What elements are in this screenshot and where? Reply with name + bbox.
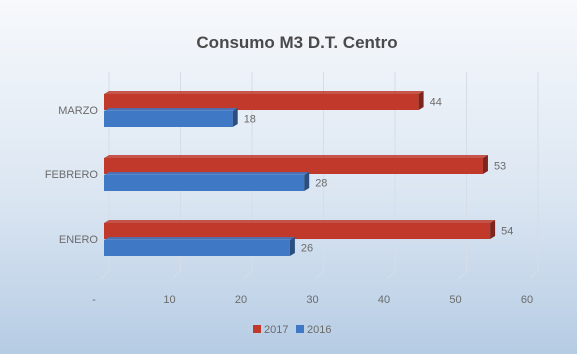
- legend-label: 2016: [307, 324, 331, 336]
- legend-label: 2017: [264, 324, 288, 336]
- bar-top-face: [104, 91, 424, 94]
- category-labels: ENERO FEBRERO MARZO: [45, 105, 99, 246]
- data-label: 44: [430, 97, 442, 109]
- bar-2017-marzo: [104, 94, 419, 110]
- grid-line-floor: [243, 270, 253, 280]
- bar-side-face: [490, 220, 496, 239]
- data-label: 26: [301, 243, 313, 255]
- bar-side-face: [289, 237, 295, 256]
- category-label: MARZO: [58, 105, 98, 117]
- bar-side-face: [418, 91, 424, 110]
- data-label: 28: [315, 178, 327, 190]
- grid-line-floor: [386, 270, 396, 280]
- bar-side-face: [482, 155, 488, 174]
- bar-top-face: [104, 237, 295, 240]
- x-tick-label: 60: [521, 294, 533, 306]
- x-tick-label: 30: [306, 294, 318, 306]
- bar-top-face: [104, 155, 488, 158]
- bar-2017-febrero: [104, 158, 483, 174]
- bar-side-face: [304, 172, 310, 191]
- grid-line-floor: [172, 270, 181, 280]
- grid-line-floor: [100, 270, 110, 280]
- bars: [104, 91, 496, 256]
- legend-swatch: [296, 325, 304, 333]
- x-tick-label: 10: [163, 294, 175, 306]
- data-label: 53: [494, 161, 506, 173]
- bar-2016-marzo: [104, 111, 233, 127]
- bar-top-face: [104, 108, 238, 111]
- chart-title: Consumo M3 D.T. Centro: [196, 33, 397, 52]
- data-label: 18: [244, 114, 256, 126]
- category-label: ENERO: [59, 234, 99, 246]
- bar-side-face: [232, 108, 238, 127]
- x-tick-label: 20: [235, 294, 247, 306]
- grid-line-floor: [315, 270, 324, 280]
- x-tick-label: 50: [449, 294, 461, 306]
- x-axis-ticks: - 10 20 30 40 50 60: [92, 294, 533, 306]
- bar-2016-febrero: [104, 175, 305, 191]
- bar-2016-enero: [104, 240, 290, 256]
- category-label: FEBRERO: [45, 169, 99, 181]
- bar-top-face: [104, 220, 496, 223]
- bar-2017-enero: [104, 223, 491, 239]
- x-tick-label: -: [92, 294, 96, 306]
- grid-line-floor: [529, 270, 539, 280]
- x-tick-label: 40: [378, 294, 390, 306]
- data-label: 54: [501, 226, 513, 238]
- legend-swatch: [253, 325, 261, 333]
- data-labels: 54 26 53 28 44 18: [244, 97, 514, 255]
- grid-line-floor: [458, 270, 467, 280]
- legend: 2017 2016: [253, 324, 331, 336]
- bar-top-face: [104, 172, 310, 175]
